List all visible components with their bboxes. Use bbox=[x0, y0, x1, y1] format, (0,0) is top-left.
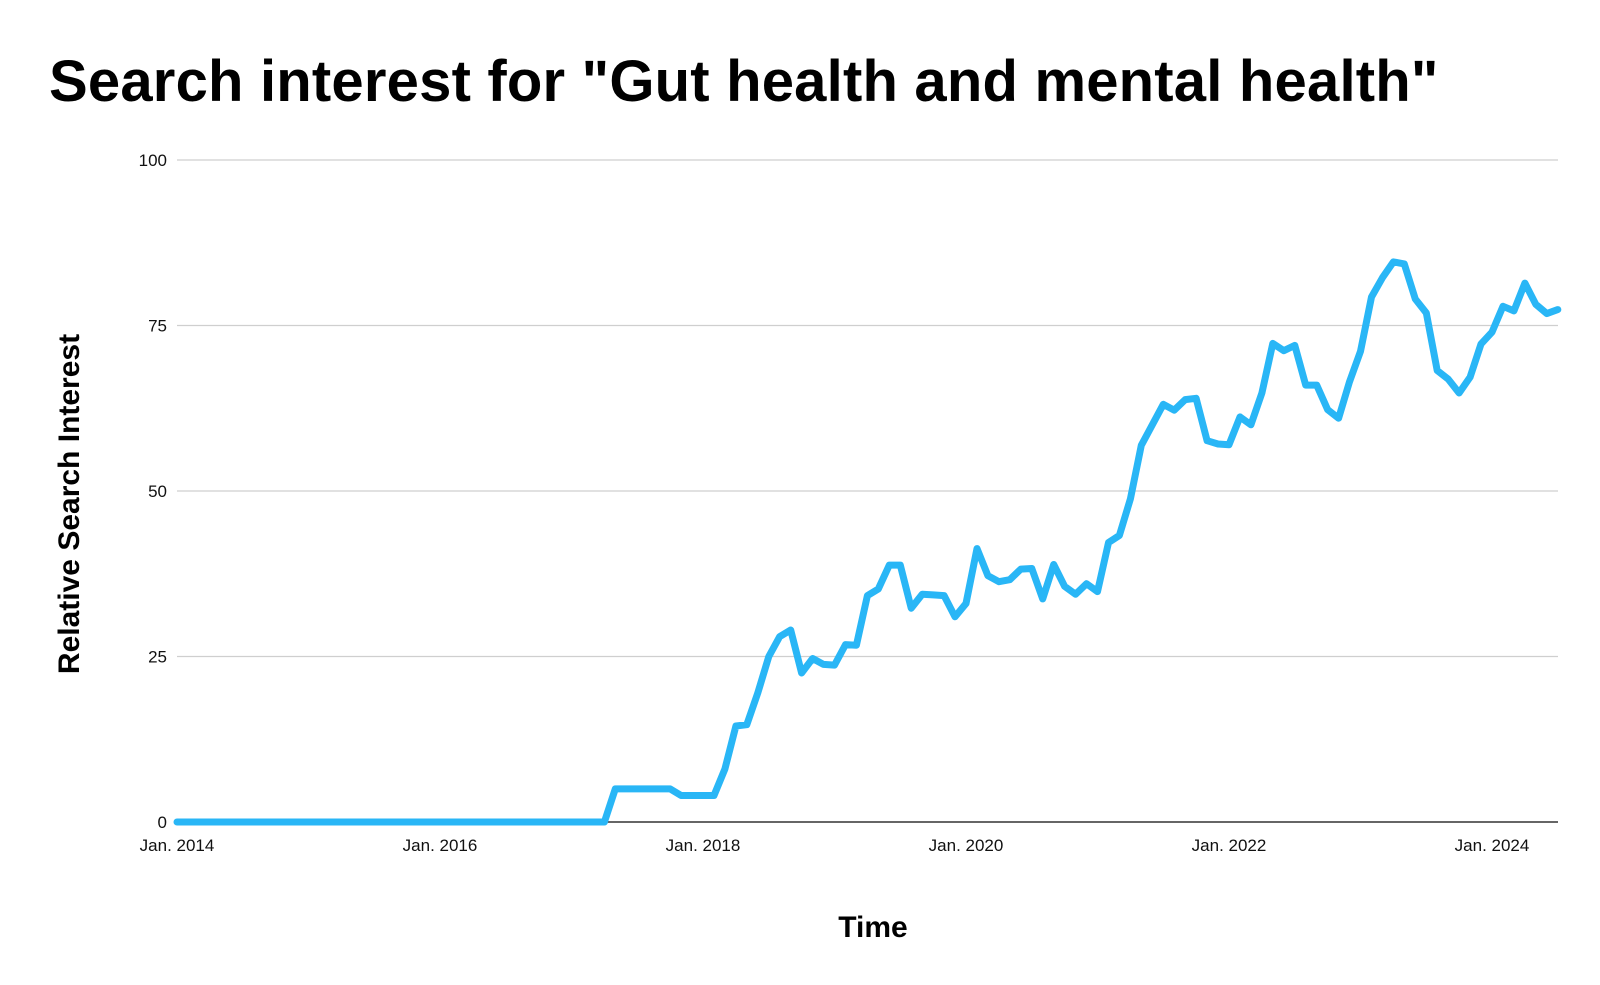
x-axis-title: Time bbox=[838, 911, 907, 944]
y-tick-label: 75 bbox=[148, 317, 167, 336]
x-tick-label: Jan. 2018 bbox=[666, 836, 741, 855]
x-tick-label: Jan. 2014 bbox=[140, 836, 215, 855]
gridlines bbox=[177, 159, 1558, 658]
chart-title: Search interest for "Gut health and ment… bbox=[49, 49, 1439, 114]
y-tick-label: 50 bbox=[148, 482, 167, 501]
x-axis-ticks: Jan. 2014 Jan. 2016 Jan. 2018 Jan. 2020 Jan.… bbox=[140, 836, 1530, 855]
y-axis-ticks: 0 25 50 75 100 bbox=[139, 151, 167, 832]
y-tick-label: 0 bbox=[158, 813, 167, 832]
x-tick-label: Jan. 2024 bbox=[1455, 836, 1530, 855]
y-tick-label: 100 bbox=[139, 151, 167, 170]
y-axis-title: Relative Search Interest bbox=[53, 334, 86, 674]
x-tick-label: Jan. 2016 bbox=[403, 836, 478, 855]
y-tick-label: 25 bbox=[148, 648, 167, 667]
x-tick-label: Jan. 2022 bbox=[1192, 836, 1267, 855]
series-line bbox=[173, 258, 1562, 826]
x-tick-label: Jan. 2020 bbox=[929, 836, 1004, 855]
